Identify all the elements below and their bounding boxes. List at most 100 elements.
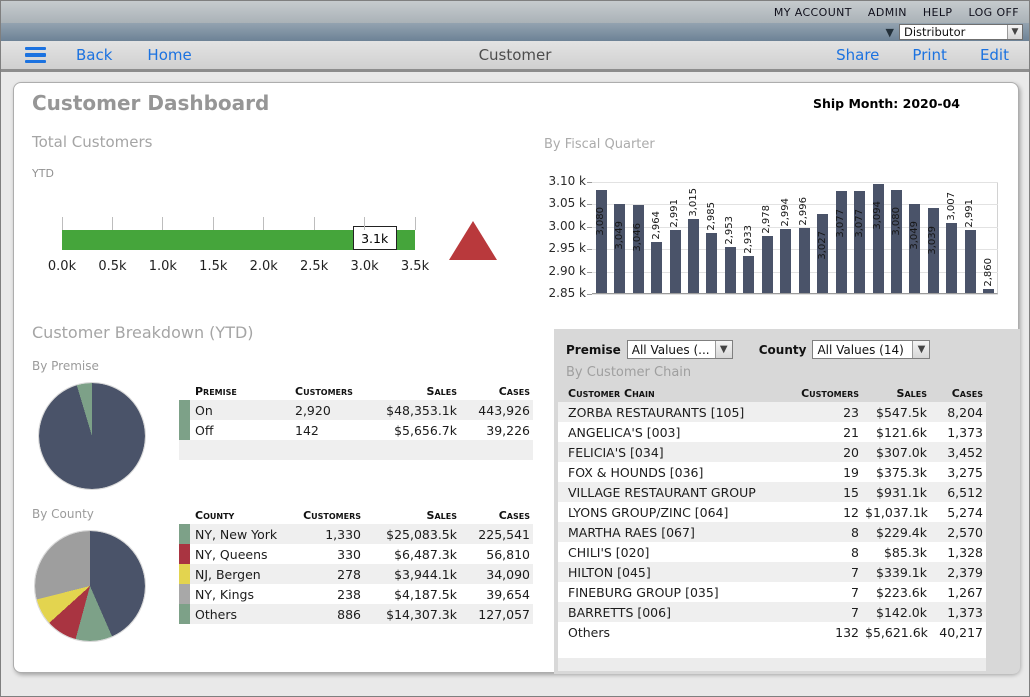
- bar: [743, 255, 755, 293]
- home-button[interactable]: Home: [147, 46, 192, 64]
- dashboard-card: Customer Dashboard Ship Month: 2020-04 T…: [13, 82, 1020, 674]
- print-button[interactable]: Print: [912, 46, 947, 64]
- table-cell: 8: [851, 544, 859, 560]
- bar: [817, 213, 829, 293]
- fiscal-quarter-chart: 3.10 k 3.05 k 3.00 k 2.95 k 2.90 k 2.85 k 3,0…: [534, 174, 1004, 300]
- y-axis-tick-label: 2.95 k: [548, 241, 586, 256]
- table-cell: 142: [295, 422, 319, 438]
- admin-link[interactable]: ADMIN: [867, 5, 907, 19]
- axis-tick-label: 1.5k: [199, 259, 228, 274]
- column-header: Cases: [498, 509, 530, 522]
- table-row: FINEBURG GROUP [035] 7 $223.6k 1,267: [558, 582, 986, 602]
- legend-swatch: [179, 524, 190, 544]
- bar: [983, 288, 995, 293]
- bar-value-label: 3,015: [687, 188, 699, 218]
- table-cell: On: [195, 402, 213, 418]
- legend-swatch: [179, 420, 190, 440]
- bar: [688, 219, 699, 293]
- chevron-down-icon: ▼: [714, 341, 732, 358]
- chevron-down-icon: ▼: [1007, 25, 1022, 39]
- distributor-select[interactable]: Distributor ▼: [899, 24, 1023, 40]
- help-link[interactable]: HELP: [922, 5, 953, 19]
- log-off-link[interactable]: LOG OFF: [968, 5, 1019, 19]
- column-header: Sales: [426, 509, 457, 522]
- axis-tick-label: 0.0k: [47, 259, 77, 274]
- table-row: LYONS GROUP/ZINC [064] 12 $1,037.1k 5,274: [558, 502, 986, 522]
- bar-value-label: 3,049: [908, 221, 920, 250]
- table-cell: 7: [851, 604, 859, 620]
- table-cell: 5,274: [947, 504, 983, 520]
- content-area: Customer Dashboard Ship Month: 2020-04 T…: [1, 72, 1029, 695]
- bar: [927, 208, 939, 293]
- bar-value-label: 3,077: [853, 208, 865, 238]
- bullet-bar: [62, 230, 415, 250]
- premise-filter-select[interactable]: All Values (... ▼: [626, 340, 733, 359]
- bar-value-label: 3,077: [835, 208, 847, 238]
- table-cell: CHILI'S [020]: [568, 544, 650, 560]
- premise-filter-value: All Values (...: [631, 342, 710, 357]
- y-axis-labels: 3.10 k 3.05 k 3.00 k 2.95 k 2.90 k 2.85 k: [534, 174, 586, 300]
- axis-tick: [587, 249, 592, 251]
- table-row: HILTON [045] 7 $339.1k 2,379: [558, 562, 986, 582]
- county-filter-select[interactable]: All Values (14) ▼: [812, 340, 931, 359]
- table-row: NJ, Bergen 278 $3,944.1k 34,090: [179, 564, 533, 584]
- back-button[interactable]: Back: [76, 46, 113, 64]
- table-cell: 7: [851, 584, 859, 600]
- table-cell: 238: [337, 586, 361, 602]
- table-row: Others 132 $5,621.6k 40,217: [558, 622, 986, 642]
- edit-button[interactable]: Edit: [979, 46, 1009, 64]
- ship-month-label: Ship Month: 2020-04: [812, 96, 960, 111]
- table-cell: 8: [851, 524, 859, 540]
- table-cell: 1,330: [325, 526, 361, 542]
- customer-chain-panel: Premise All Values (... ▼ County All Val…: [554, 329, 1020, 674]
- axis-tick: [263, 217, 265, 230]
- account-bar: MY ACCOUNT ADMIN HELP LOG OFF: [1, 1, 1029, 23]
- bar: [614, 203, 626, 293]
- total-customers-bullet-chart: 3.1k 0.0k 0.5k 1.0k 1.5k 2.0k 2.5k 3.0k 3.5k: [48, 217, 429, 279]
- axis-tick: [61, 217, 63, 230]
- page-title: Customer: [478, 46, 552, 64]
- empty-row: [179, 440, 533, 460]
- axis-tick-label: 1.0k: [148, 259, 177, 274]
- table-cell: VILLAGE RESTAURANT GROUP: [568, 484, 756, 500]
- table-row: Off 142 $5,656.7k 39,226: [179, 420, 533, 440]
- table-row: Others 886 $14,307.3k 127,057: [179, 604, 533, 624]
- column-header: Customers: [801, 387, 859, 400]
- axis-tick: [162, 217, 164, 230]
- table-cell: $6,487.3k: [394, 546, 457, 562]
- bar: [669, 229, 681, 293]
- table-cell: 225,541: [478, 526, 530, 542]
- table-cell: 2,570: [947, 524, 983, 540]
- chevron-down-icon[interactable]: ▼: [885, 25, 894, 39]
- table-cell: 39,226: [486, 422, 530, 438]
- bar-value-label: 2,985: [705, 201, 717, 231]
- share-button[interactable]: Share: [836, 46, 880, 64]
- table-cell: $142.0k: [876, 604, 927, 620]
- bar-value-label: 3,080: [595, 207, 607, 236]
- column-header: County: [195, 509, 235, 522]
- bar-value-label: 2,860: [982, 257, 994, 287]
- table-cell: 127,057: [478, 606, 530, 622]
- table-cell: 3,275: [947, 464, 983, 480]
- table-cell: FINEBURG GROUP [035]: [568, 584, 719, 600]
- empty-row: [558, 658, 986, 671]
- table-cell: 2,379: [947, 564, 983, 580]
- table-cell: 3,452: [947, 444, 983, 460]
- bar-value-label: 3,046: [632, 222, 644, 252]
- table-cell: 1,373: [947, 424, 983, 440]
- table-cell: $931.1k: [876, 484, 927, 500]
- menu-icon[interactable]: [25, 46, 46, 64]
- axis-tick: [587, 226, 592, 228]
- column-header: Cases: [498, 385, 530, 398]
- table-cell: $307.0k: [876, 444, 927, 460]
- bar: [964, 229, 976, 293]
- axis-tick: [212, 217, 214, 230]
- axis-tick: [111, 217, 113, 230]
- table-cell: 21: [843, 424, 859, 440]
- bar-value-label: 3,080: [890, 207, 902, 236]
- my-account-link[interactable]: MY ACCOUNT: [773, 5, 852, 19]
- table-cell: NY, Kings: [195, 586, 254, 602]
- axis-tick: [587, 271, 592, 273]
- axis-tick: [587, 204, 592, 206]
